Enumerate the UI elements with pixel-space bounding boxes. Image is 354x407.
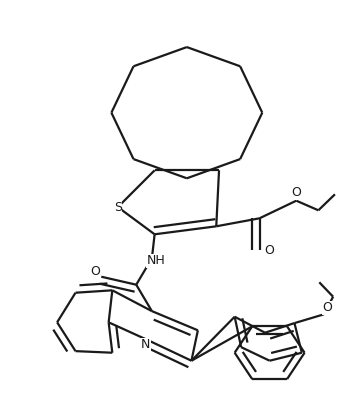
Text: O: O: [264, 244, 274, 257]
Text: NH: NH: [147, 254, 165, 267]
Text: O: O: [322, 301, 332, 314]
Text: S: S: [114, 201, 122, 214]
Text: O: O: [90, 265, 100, 278]
Text: N: N: [141, 338, 150, 351]
Text: O: O: [291, 186, 301, 199]
